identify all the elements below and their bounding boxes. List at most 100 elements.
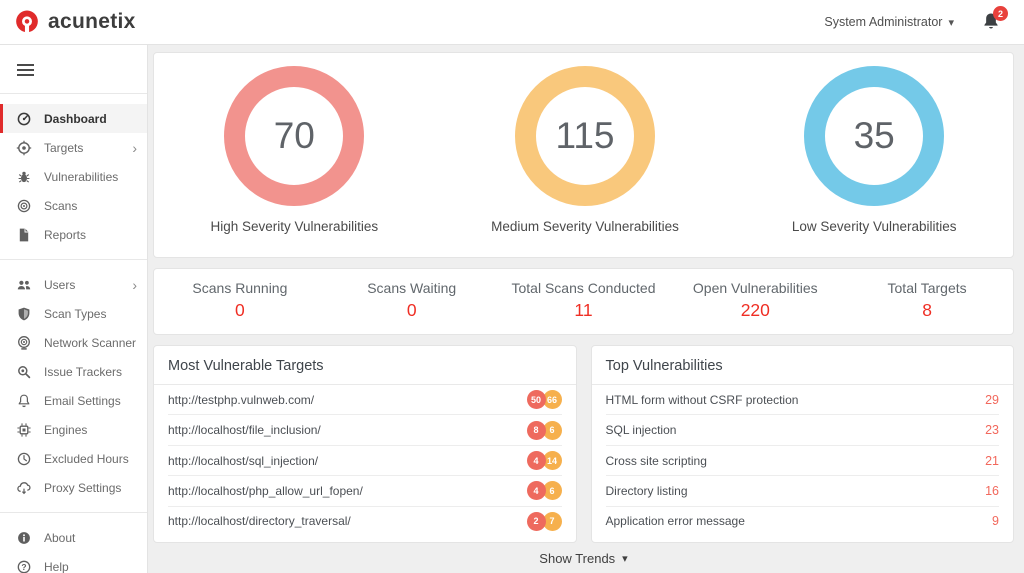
stat-label: Total Targets [887,280,967,296]
sidebar-item-scans[interactable]: Scans [0,191,147,220]
high-count-badge: 4 [526,451,546,471]
sidebar-item-label: Users [44,277,76,292]
sidebar-item-label: Network Scanner [44,335,137,350]
network-scanner-icon [16,335,32,351]
target-row[interactable]: http://testphp.vulnweb.com/ 50 66 [168,385,562,416]
scan-stats-card: Scans Running 0 Scans Waiting 0 Total Sc… [153,268,1014,335]
notifications-button[interactable]: 2 [980,6,1008,33]
vulnerability-row[interactable]: Cross site scripting 21 [605,446,999,477]
vulnerability-count: 9 [992,514,999,529]
user-menu[interactable]: System Administrator [824,15,954,29]
vulnerability-row[interactable]: Application error message 9 [606,507,1000,536]
stat-open-vulnerabilities: Open Vulnerabilities 220 [669,269,841,334]
target-url: http://localhost/directory_traversal/ [168,514,351,529]
stat-value: 0 [406,300,417,320]
user-menu-label: System Administrator [824,15,943,29]
vulnerability-count: 23 [985,423,999,438]
users-icon [16,277,32,293]
medium-severity-count: 115 [555,115,615,156]
sidebar-item-label: Engines [44,422,88,437]
vulnerability-count: 16 [985,483,999,498]
vulnerability-name: HTML form without CSRF protection [605,392,799,407]
stat-value: 8 [922,300,932,320]
vulnerability-row[interactable]: SQL injection 23 [605,415,999,446]
sidebar-item-help[interactable]: ? Help [0,552,147,573]
sidebar-item-vulnerabilities[interactable]: Vulnerabilities [0,162,147,191]
low-severity-count: 35 [853,115,895,156]
severity-summary-card: 70 High Severity Vulnerabilities 115 Med… [153,52,1014,258]
sidebar-item-issue-trackers[interactable]: Issue Trackers [0,357,147,386]
menu-toggle-icon[interactable] [0,57,50,89]
sidebar-item-reports[interactable]: Reports [0,220,147,249]
acunetix-logo[interactable]: acunetix [14,9,136,35]
sidebar-item-label: Excluded Hours [44,451,129,466]
chip-icon [16,422,32,438]
sidebar-divider [0,259,147,260]
svg-text:?: ? [21,562,26,572]
info-icon [16,530,32,546]
sidebar-item-label: Targets [44,140,84,155]
vulnerability-name: Cross site scripting [605,453,707,468]
target-url: http://localhost/php_allow_url_fopen/ [168,483,363,498]
sidebar-item-label: Scan Types [44,306,107,321]
target-row[interactable]: http://localhost/php_allow_url_fopen/ 4 … [168,476,562,507]
vulnerability-row[interactable]: Directory listing 16 [605,476,999,507]
show-trends-label: Show Trends [539,550,616,566]
vulnerability-name: SQL injection [605,423,677,438]
acunetix-logo-icon [16,10,38,34]
logo-wordmark: acunetix [48,10,136,33]
radar-icon [16,198,32,214]
sidebar-item-label: Issue Trackers [44,364,123,379]
stat-value: 0 [235,300,245,320]
dashboard-content: 70 High Severity Vulnerabilities 115 Med… [148,45,1024,573]
sidebar-item-email-settings[interactable]: Email Settings [0,386,147,415]
vulnerability-count: 29 [985,392,999,407]
stat-total-targets: Total Targets 8 [841,269,1013,334]
sidebar-item-proxy-settings[interactable]: Proxy Settings [0,473,147,502]
sidebar-item-excluded-hours[interactable]: Excluded Hours [0,444,147,473]
sidebar-item-label: Proxy Settings [44,480,122,495]
show-trends-button[interactable]: Show Trends [153,543,1014,573]
medium-count-badge: 6 [542,420,562,440]
sidebar-divider [0,93,147,94]
sidebar-item-dashboard[interactable]: Dashboard [0,104,147,133]
stat-label: Scans Running [192,280,288,296]
high-count-badge: 2 [526,511,546,531]
medium-count-badge: 7 [542,511,562,531]
sidebar-item-label: Vulnerabilities [44,169,119,184]
high-severity-count: 70 [273,115,315,156]
target-row[interactable]: http://localhost/sql_injection/ 4 14 [168,446,562,477]
vulnerability-name: Directory listing [605,483,688,498]
bell-icon [980,13,1002,37]
target-row[interactable]: http://localhost/file_inclusion/ 8 6 [168,415,562,446]
stat-value: 220 [740,300,770,320]
stat-scans-waiting: Scans Waiting 0 [326,269,498,334]
sidebar-item-scan-types[interactable]: Scan Types [0,299,147,328]
sidebar-item-targets[interactable]: Targets [0,133,147,162]
top-vulnerabilities-panel: Top Vulnerabilities HTML form without CS… [590,345,1014,543]
vulnerability-row[interactable]: HTML form without CSRF protection 29 [605,385,999,416]
sidebar-item-network-scanner[interactable]: Network Scanner [0,328,147,357]
clock-icon [16,451,32,467]
target-row[interactable]: http://localhost/directory_traversal/ 2 … [168,507,562,536]
stat-value: 11 [574,300,593,320]
sidebar-item-label: Scans [44,198,78,213]
chevron-right-icon [132,140,137,156]
low-severity-label: Low Severity Vulnerabilities [791,219,957,234]
help-icon: ? [16,559,32,573]
report-icon [16,227,32,243]
bug-icon [16,169,32,185]
gauge-icon [16,111,32,127]
target-icon [16,140,32,156]
stat-label: Open Vulnerabilities [692,280,818,296]
sidebar-item-users[interactable]: Users [0,270,147,299]
medium-count-badge: 6 [542,481,562,501]
sidebar-item-label: Email Settings [44,393,121,408]
sidebar-item-about[interactable]: About [0,523,147,552]
chevron-right-icon [132,277,137,293]
target-url: http://testphp.vulnweb.com/ [168,392,315,407]
sidebar-item-engines[interactable]: Engines [0,415,147,444]
cloud-icon [16,480,32,496]
sidebar-item-label: About [44,530,76,545]
vulnerability-list: HTML form without CSRF protection 29 SQL… [592,385,1014,542]
